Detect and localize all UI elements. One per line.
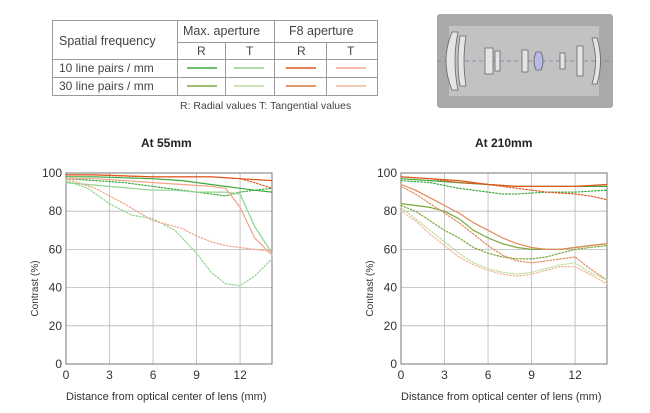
y-axis-label-210mm: Contrast (%) (365, 260, 376, 316)
legend-max-aperture: Max. aperture (183, 24, 261, 38)
legend-max-t: T (246, 44, 254, 58)
legend-panel: Spatial frequency Max. aperture F8 apert… (0, 0, 650, 120)
chart-title-55mm: At 55mm (141, 136, 192, 150)
series-line-f8_r_10-210mm (400, 176, 608, 187)
plot-frame-210mm (400, 172, 608, 365)
x-axis-label-55mm: Distance from optical center of lens (mm… (66, 391, 267, 403)
series-line-f8_t_30-55mm (65, 178, 273, 252)
x-tick-label-55mm: 6 (150, 368, 157, 382)
y-tick-label-210mm: 60 (384, 242, 398, 256)
legend-table-lines (52, 14, 613, 108)
series-line-max_t_30b-210mm (400, 206, 608, 281)
series-line-f8_r_30-55mm (65, 178, 273, 256)
y-tick-label-210mm: 100 (377, 166, 397, 180)
series-line-max_r_10-55mm (65, 176, 273, 193)
y-tick-label-55mm: 40 (49, 281, 63, 295)
y-tick-label-55mm: 0 (55, 357, 62, 371)
legend-spatial-frequency: Spatial frequency (59, 34, 156, 48)
y-axis-label-55mm: Contrast (%) (30, 260, 41, 316)
series-line-max_r_30-210mm (400, 203, 608, 250)
y-tick-label-210mm: 0 (390, 357, 397, 371)
series-line-f8_t_10-210mm (400, 176, 608, 201)
series-line-max_t_10-55mm (65, 178, 273, 197)
x-axis-label-210mm: Distance from optical center of lens (mm… (401, 391, 602, 403)
legend-row-30lp: 30 line pairs / mm (59, 79, 154, 93)
y-tick-label-210mm: 20 (384, 319, 398, 333)
y-tick-label-210mm: 80 (384, 204, 398, 218)
x-tick-label-55mm: 12 (233, 368, 247, 382)
series-line-f8_t_30-210mm (400, 185, 608, 281)
x-tick-label-55mm: 0 (63, 368, 70, 382)
series-line-max_t_10-210mm (400, 180, 608, 195)
y-tick-label-55mm: 100 (42, 166, 62, 180)
plot-frame-55mm (65, 172, 273, 365)
x-tick-label-55mm: 3 (106, 368, 113, 382)
lens-diagram-icon (437, 14, 613, 108)
chart-title-210mm: At 210mm (475, 136, 533, 150)
legend-f8-t: T (347, 44, 355, 58)
legend-max-r: R (197, 44, 206, 58)
series-line-max_r_30-55mm (65, 182, 273, 254)
y-tick-label-210mm: 40 (384, 281, 398, 295)
x-tick-label-210mm: 12 (568, 368, 582, 382)
series-line-f8_t_10-55mm (65, 174, 273, 189)
y-tick-label-55mm: 20 (49, 319, 63, 333)
x-tick-label-55mm: 9 (193, 368, 200, 382)
x-tick-label-210mm: 0 (398, 368, 405, 382)
x-tick-label-210mm: 6 (485, 368, 492, 382)
legend-note: R: Radial values T: Tangential values (180, 100, 352, 112)
series-line-max_t_30-210mm (400, 204, 608, 260)
x-tick-label-210mm: 9 (528, 368, 535, 382)
legend-f8-r: R (297, 44, 306, 58)
x-tick-label-210mm: 3 (441, 368, 448, 382)
y-tick-label-55mm: 60 (49, 242, 63, 256)
series-line-max_t_30-55mm (65, 180, 273, 287)
legend-f8-aperture: F8 aperture (289, 24, 354, 38)
series-line-f8_t_30b-210mm (400, 210, 608, 285)
legend-row-10lp: 10 line pairs / mm (59, 61, 154, 75)
y-tick-label-55mm: 80 (49, 204, 63, 218)
series-line-f8_r_30-210mm (400, 183, 608, 250)
